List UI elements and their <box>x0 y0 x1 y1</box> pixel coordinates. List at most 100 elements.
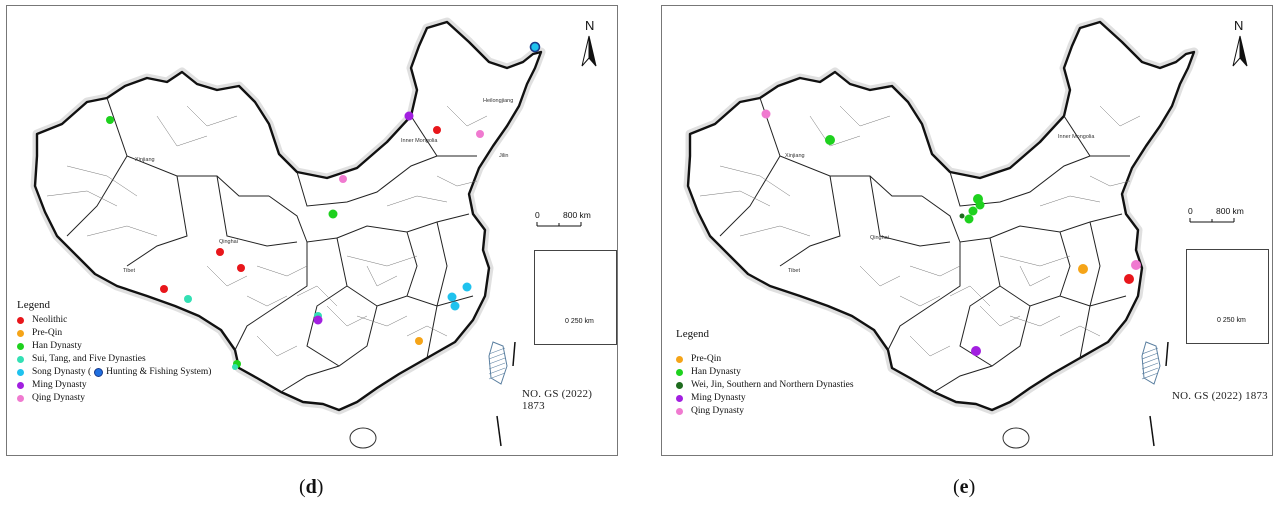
county-boundary <box>809 115 861 147</box>
province-boundary <box>1059 231 1071 297</box>
region-label-xinjiang: Xinjiang <box>785 153 805 159</box>
heritage-site-marker[interactable] <box>237 264 245 272</box>
scale-max: 800 km <box>1216 206 1244 216</box>
heritage-site-marker[interactable] <box>216 248 224 256</box>
county-boundary <box>326 305 368 327</box>
heritage-site-marker[interactable] <box>160 285 168 293</box>
heritage-site-marker[interactable] <box>761 109 771 119</box>
heritage-site-marker[interactable] <box>450 301 460 311</box>
legend-item-han: Han Dynasty <box>676 366 854 379</box>
legend-item-han: Han Dynasty <box>17 340 211 353</box>
inset-scale: 0 250 km <box>565 318 594 325</box>
heritage-site-marker[interactable] <box>328 209 338 219</box>
region-label-qinghai: Qinghai <box>870 235 889 241</box>
heritage-site-marker[interactable] <box>404 111 414 121</box>
island-stub <box>496 415 502 447</box>
county-boundary <box>186 105 238 127</box>
heritage-site-marker[interactable] <box>415 337 423 345</box>
county-boundary <box>356 315 408 327</box>
county-boundary <box>1039 195 1101 207</box>
province-boundary <box>306 285 348 367</box>
province-boundary <box>887 242 961 351</box>
scale-zero: 0 <box>535 210 540 220</box>
region-label-heilongjiang: Heilongjiang <box>483 98 514 104</box>
heritage-site-marker[interactable] <box>975 200 985 210</box>
county-boundary <box>1009 315 1061 327</box>
legend-item-pre-qin: Pre-Qin <box>17 327 211 340</box>
scale-zero: 0 <box>1188 206 1193 216</box>
region-label-inner-mongolia: Inner Mongolia <box>401 138 438 144</box>
county-boundary <box>346 255 418 267</box>
hainan-island <box>349 427 377 449</box>
south-sea-inset: 0 250 km <box>534 250 617 345</box>
map-panel-d: N 0 800 km 0 250 km NO. GS (2022) 1873 X… <box>6 5 618 456</box>
province-boundary <box>336 237 474 307</box>
hainan-island <box>1002 427 1030 449</box>
island-stub <box>512 341 516 367</box>
south-sea-inset: 0 250 km <box>1186 249 1269 344</box>
legend-item-qing: Qing Dynasty <box>17 392 211 405</box>
region-label-tibet: Tibet <box>788 268 801 274</box>
province-boundary <box>869 175 951 247</box>
caption-d: (d) <box>299 476 324 498</box>
legend-item-song: Song Dynasty (Hunting & Fishing System) <box>17 366 211 379</box>
china-outline <box>33 20 543 412</box>
county-boundary <box>86 225 158 237</box>
province-boundary <box>216 175 298 247</box>
legend-item-ming: Ming Dynasty <box>17 379 211 392</box>
heritage-site-marker[interactable] <box>339 175 347 183</box>
county-boundary <box>256 335 298 357</box>
county-boundary <box>156 115 208 147</box>
county-boundary <box>909 265 961 277</box>
county-boundary <box>699 190 771 207</box>
heritage-site-marker[interactable] <box>313 315 323 325</box>
province-boundary <box>106 97 269 197</box>
north-label: N <box>1234 18 1244 33</box>
heritage-site-marker[interactable] <box>964 214 974 224</box>
province-boundary <box>426 221 448 359</box>
heritage-site-marker[interactable] <box>825 135 835 145</box>
legend-item-pre-qin: Pre-Qin <box>676 353 854 366</box>
county-boundary <box>66 165 138 197</box>
county-boundary <box>839 105 891 127</box>
heritage-site-marker[interactable] <box>232 364 238 370</box>
heritage-site-marker[interactable] <box>971 346 981 356</box>
north-arrow-icon <box>581 35 597 67</box>
province-boundary <box>1079 221 1101 359</box>
province-boundary <box>779 175 841 267</box>
heritage-site-marker[interactable] <box>462 282 472 292</box>
china-map-e <box>683 17 1248 449</box>
inset-scale: 0 250 km <box>1217 317 1246 324</box>
county-boundary <box>999 255 1071 267</box>
legend-e: Legend Pre-Qin Han Dynasty Wei, Jin, Sou… <box>676 328 854 418</box>
heritage-site-marker[interactable] <box>1131 260 1141 270</box>
county-boundary <box>296 285 338 307</box>
county-boundary <box>979 305 1021 327</box>
heritage-site-marker[interactable] <box>968 206 978 216</box>
heritage-site-marker[interactable] <box>959 213 965 219</box>
scale-max: 800 km <box>563 210 591 220</box>
province-boundary <box>410 115 477 157</box>
county-boundary <box>859 265 901 287</box>
region-label-jilin: Jilin <box>499 153 509 159</box>
heritage-site-marker[interactable] <box>476 130 484 138</box>
hunting-fishing-site-marker[interactable] <box>529 41 541 53</box>
province-boundary <box>296 155 438 207</box>
island-stub <box>1149 415 1155 447</box>
region-label-inner-mongolia: Inner Mongolia <box>1058 134 1095 140</box>
heritage-site-marker[interactable] <box>447 292 457 302</box>
heritage-site-marker[interactable] <box>106 116 114 124</box>
legend-title: Legend <box>17 299 50 311</box>
legend-item-sui-tang: Sui, Tang, and Five Dynasties <box>17 353 211 366</box>
county-boundary <box>719 165 791 197</box>
county-boundary <box>1099 105 1141 127</box>
heritage-site-marker[interactable] <box>184 295 192 303</box>
county-boundary <box>949 285 991 307</box>
legend-item-qing: Qing Dynasty <box>676 405 854 418</box>
heritage-site-marker[interactable] <box>1124 274 1134 284</box>
county-boundary <box>206 265 248 287</box>
heritage-site-marker[interactable] <box>1078 264 1088 274</box>
caption-e: (e) <box>953 476 976 498</box>
heritage-site-marker[interactable] <box>433 126 441 134</box>
north-arrow-icon <box>1232 35 1248 67</box>
